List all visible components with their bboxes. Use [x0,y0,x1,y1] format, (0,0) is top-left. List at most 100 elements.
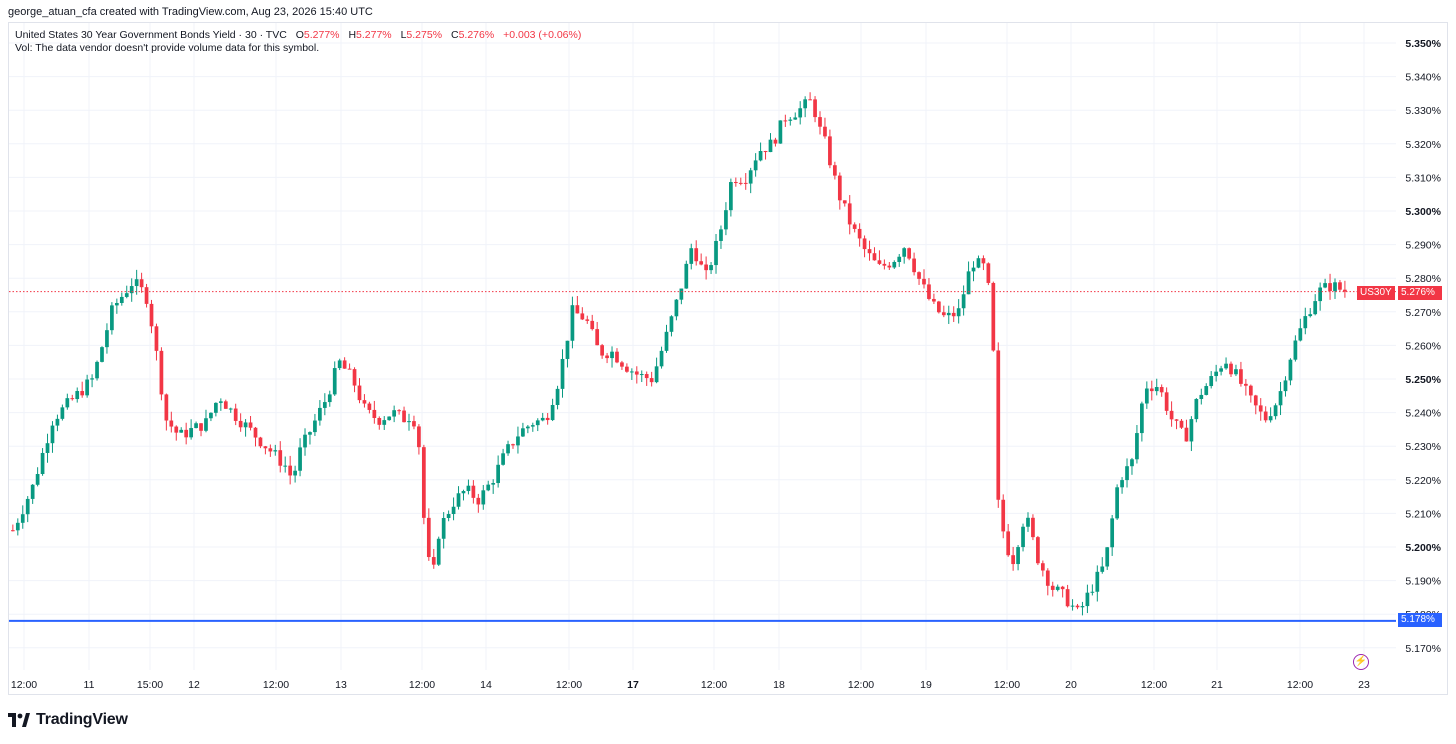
candle-body [803,99,808,109]
candle-body [1144,388,1149,404]
candle-body [778,120,783,144]
candle-body [674,299,679,317]
candle-body [664,331,669,351]
x-tick-label: 12:00 [1287,679,1313,691]
candle-body [907,248,911,259]
candle-body [273,450,278,452]
candle-body [332,368,337,395]
candle-body [114,303,119,306]
candle-body [1229,363,1233,375]
y-tick-label: 5.170% [1405,643,1441,655]
x-tick-label: 12 [188,679,200,691]
candle-body [1105,547,1110,567]
candle-body [184,429,189,438]
candle-body [1308,314,1313,317]
candle-body [218,401,223,403]
candle-body [902,248,907,257]
candle-body [1045,570,1050,586]
candle-body [753,160,758,171]
candle-body [20,514,25,523]
candle-body [233,408,238,421]
candle-body [585,319,590,321]
y-tick-label: 5.270% [1405,307,1441,319]
x-tick-label: 11 [84,679,95,691]
candle-body [882,263,887,266]
candle-body [149,303,154,327]
candle-body [525,426,530,429]
candle-body [431,557,436,565]
candle-body [308,432,312,435]
candle-body [565,340,570,359]
candle-body [189,428,193,438]
candle-body [1070,605,1075,607]
x-tick-label: 12:00 [263,679,289,691]
candle-body [100,347,104,362]
x-tick-label: 13 [335,679,347,691]
candle-body [362,400,367,404]
x-tick-label: 12:00 [848,679,874,691]
candle-body [605,355,609,359]
candle-body [540,417,545,421]
candle-body [644,374,649,379]
candle-body [1050,585,1055,590]
y-tick-label: 5.250% [1405,374,1441,386]
candle-body [1253,395,1258,406]
candle-body [704,264,708,271]
candle-body [877,260,882,264]
candle-body [694,248,699,262]
tradingview-logo[interactable]: TradingView [8,711,128,729]
candle-body [204,418,208,431]
y-tick-label: 5.340% [1405,72,1441,84]
candle-body [887,265,892,268]
candle-body [461,491,466,494]
candle-body [422,447,426,518]
candle-body [615,351,619,363]
x-tick-label: 18 [773,679,785,691]
candle-body [1040,563,1045,571]
candle-body [971,267,976,272]
legend-symbol-name[interactable]: United States 30 Year Government Bonds Y… [15,29,287,41]
x-tick-label: 20 [1065,679,1077,691]
candle-body [496,464,500,484]
y-tick-label: 5.240% [1405,408,1441,420]
candle-body [30,484,35,499]
logo-text: TradingView [36,711,128,728]
candle-body [466,485,471,492]
candle-body [946,312,951,316]
candle-body [719,229,723,241]
chart-frame [8,22,1448,695]
candle-body [823,126,827,137]
candle-body [758,151,763,161]
candle-body [1298,328,1303,341]
candle-body [1194,399,1199,420]
candle-body [773,139,778,144]
candle-body [402,410,406,423]
candle-body [124,293,129,297]
candle-body [833,165,837,176]
candle-body [1224,363,1228,369]
y-tick-label: 5.300% [1405,206,1441,218]
candle-body [912,258,916,273]
candle-body [228,408,233,410]
candle-body [90,378,94,380]
candle-body [372,409,377,418]
candle-body [917,272,921,279]
candle-body [625,366,629,372]
candle-body [892,261,897,268]
candle-body [580,313,585,320]
candle-body [763,151,768,153]
candle-body [248,422,253,428]
candle-body [70,398,75,400]
candle-body [486,484,491,491]
candle-body [783,120,788,122]
legend-close-value: 5.276% [458,29,495,41]
candle-body [1313,301,1318,315]
lightning-icon[interactable]: ⚡ [1353,654,1369,670]
candle-body [550,405,555,421]
support-price-tag[interactable]: 5.178% [1398,613,1442,627]
candle-body [501,453,505,465]
candle-body [724,210,728,230]
candle-body [1283,380,1288,392]
candle-body [105,330,109,348]
